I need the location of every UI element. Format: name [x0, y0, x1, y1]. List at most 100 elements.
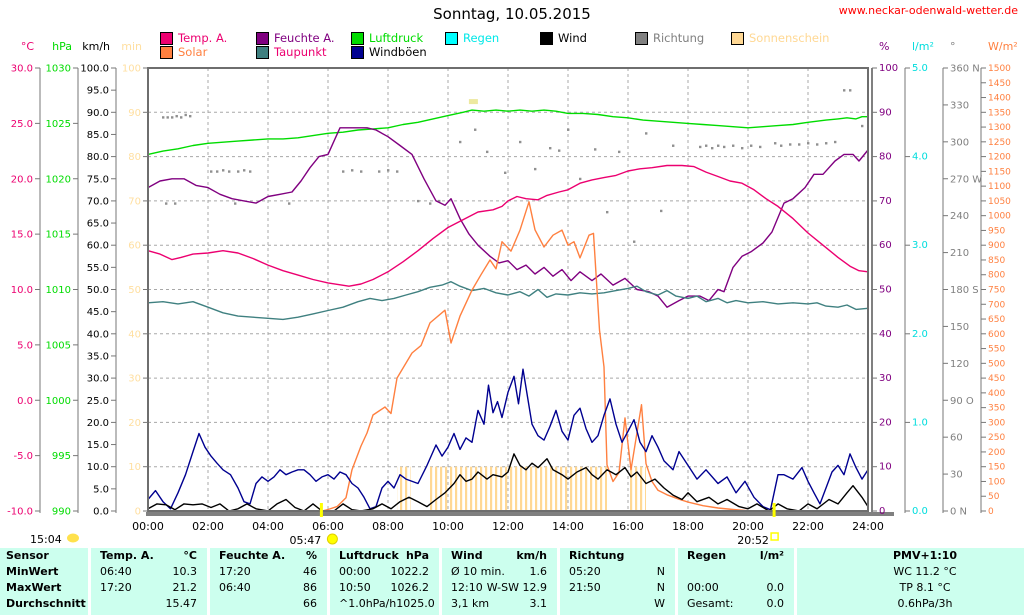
- tick-label: 95.0: [87, 86, 109, 97]
- table-cell: 06:40 86: [211, 581, 325, 596]
- tick-label: 1150: [988, 167, 1011, 177]
- cell-left: 06:40: [100, 565, 132, 578]
- cell-right: 1026.2: [390, 581, 430, 594]
- cell-right: 3.1: [529, 597, 548, 610]
- tick-label: 600: [988, 330, 1005, 340]
- table-cell: 10:50 1026.2: [331, 581, 437, 596]
- tick-label: 25.0: [87, 396, 109, 407]
- tick-label: 50: [988, 492, 1000, 502]
- legend-swatch: [256, 31, 269, 45]
- tick-label: 1010: [46, 285, 71, 296]
- x-tick-label: 04:00: [252, 520, 284, 533]
- sunset-time: 20:52: [737, 534, 769, 547]
- legend-swatch: [731, 31, 744, 45]
- tick-label: 1400: [988, 94, 1011, 104]
- table-cell: 12:10 W-SW 12.9: [443, 581, 555, 596]
- cell-right: %: [305, 549, 317, 562]
- axis-header-solar: W/m²: [988, 40, 1018, 53]
- cell-left: 17:20: [219, 565, 251, 578]
- x-tick-label: 16:00: [612, 520, 644, 533]
- tick-label: 0: [879, 506, 885, 517]
- tick-label: 1000: [46, 396, 71, 407]
- table-separator: [794, 548, 797, 615]
- axis-header-pressure: hPa: [52, 40, 72, 53]
- tick-label: 1500: [988, 64, 1011, 74]
- tick-label: 1.0: [912, 417, 928, 428]
- legend-item: Wind: [540, 31, 587, 45]
- tick-label: 90.0: [87, 108, 109, 119]
- tick-label: 80: [128, 152, 141, 163]
- tick-label: 1050: [988, 197, 1011, 207]
- tick-label: 20: [879, 417, 892, 428]
- x-tick-label: 08:00: [372, 520, 404, 533]
- table-cell: Gesamt: 0.0: [679, 597, 792, 612]
- tick-label: 0.0: [912, 506, 928, 517]
- tick-label: 60.0: [87, 241, 109, 252]
- axis-header-direction: °: [950, 40, 956, 53]
- legend-label: Temp. A.: [178, 31, 228, 45]
- sunshine-bars: [397, 466, 646, 511]
- cell-left: 00:00: [687, 581, 719, 594]
- pressure-max-marker: [468, 99, 478, 105]
- stats-table: Sensor MinWert MaxWert Durchschnitt Temp. A.…: [0, 548, 1024, 615]
- cell-left: Wind: [451, 549, 483, 562]
- tick-label: 500: [988, 359, 1005, 369]
- sunrise-sun-icon: [326, 533, 338, 545]
- axis-header-wind: km/h: [82, 40, 110, 53]
- tick-label: 990: [52, 507, 71, 518]
- tick-label: 3.0: [912, 240, 928, 251]
- tick-label: 1015: [46, 230, 71, 241]
- table-cell: 00:00 1022.2: [331, 565, 437, 580]
- tick-label: 1020: [46, 174, 71, 185]
- tick-label: 50: [128, 285, 141, 296]
- axis-header-sunshine: min: [121, 40, 142, 53]
- tick-label: 10.0: [87, 462, 109, 473]
- tick-label: 55.0: [87, 263, 109, 274]
- cell-right: 0.0: [766, 597, 785, 610]
- legend-swatch: [445, 31, 458, 45]
- tick-label: 40: [879, 329, 892, 340]
- y-axis-rain: l/m² 0.0 1.0 2.0 3.0 4.0 5.0: [904, 40, 934, 517]
- table-cell: Regen l/m²: [679, 549, 792, 564]
- y-axis-temperature: °C -10.0 -5.0 0.0 5.0 10.0 15.0 20.0 25.0 30.0: [7, 40, 41, 518]
- tick-label: 100.0: [80, 64, 109, 75]
- tick-label: 150: [988, 463, 1005, 473]
- table-row-label: MaxWert: [6, 581, 62, 594]
- x-tick-label: 00:00: [132, 520, 164, 533]
- tick-label: 90: [128, 108, 141, 119]
- tick-label: 120: [950, 359, 969, 370]
- cell-right: 10.3: [172, 565, 198, 578]
- x-tick-label: 06:00: [312, 520, 344, 533]
- legend-item: Regen: [445, 31, 499, 45]
- tick-label: 1030: [46, 64, 71, 75]
- cell-left: 06:40: [219, 581, 251, 594]
- tick-label: 1450: [988, 79, 1011, 89]
- cell-left: ^1.0hPa/h: [339, 597, 397, 610]
- table-cell: Ø 10 min. 1.6: [443, 565, 555, 580]
- legend-swatch: [256, 45, 269, 59]
- website-link[interactable]: www.neckar-odenwald-wetter.de: [838, 4, 1018, 17]
- tick-label: 30: [950, 470, 963, 481]
- tick-label: 10.0: [11, 285, 33, 296]
- table-cell: W: [561, 597, 673, 612]
- gridlines: [148, 68, 868, 513]
- legend-swatch: [540, 31, 553, 45]
- legend-label: Taupunkt: [274, 45, 327, 59]
- sunrise-tick: [319, 503, 323, 517]
- legend-swatch: [351, 45, 364, 59]
- tick-label: 30: [128, 374, 141, 385]
- tick-label: 2.0: [912, 329, 928, 340]
- legend-swatch: [635, 31, 648, 45]
- table-row-label: Durchschnitt: [6, 597, 86, 610]
- tick-label: 850: [988, 256, 1005, 266]
- tick-label: 1250: [988, 138, 1011, 148]
- cell-right: 46: [303, 565, 317, 578]
- tick-label: 1000: [988, 212, 1011, 222]
- cell-left: 21:50: [569, 581, 601, 594]
- table-cell: 66: [211, 597, 325, 612]
- tick-label: 210: [950, 248, 969, 259]
- y-axis-wind: km/h 0.0 5.0 10.0 15.0 20.0 25.0 30.0 35.0 40.0 45…: [80, 40, 117, 518]
- legend-label: Sonnenschein: [749, 31, 830, 45]
- tick-label: 4.0: [912, 152, 928, 163]
